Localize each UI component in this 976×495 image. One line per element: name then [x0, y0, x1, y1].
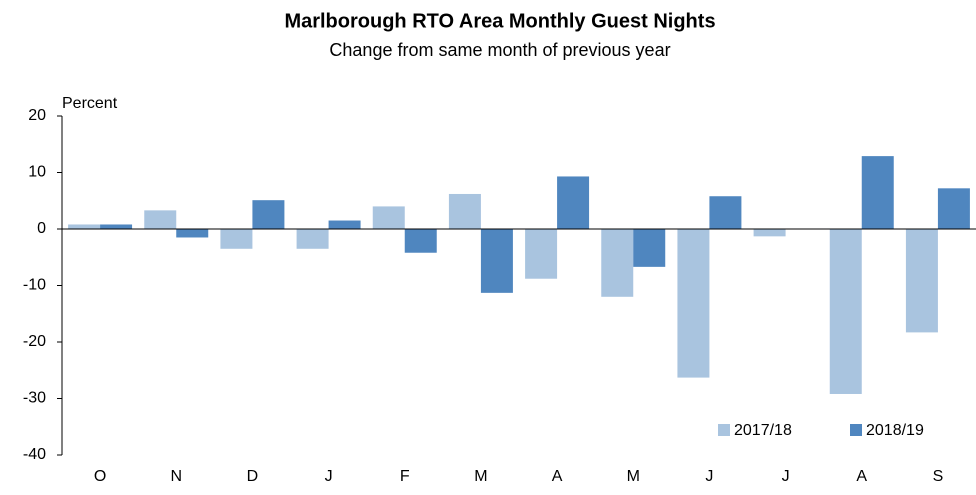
bar	[480, 229, 513, 293]
bar	[328, 220, 361, 229]
bar	[677, 229, 710, 378]
bar	[753, 229, 786, 237]
x-tick-label: J	[325, 468, 333, 485]
bar	[448, 193, 481, 229]
bar	[601, 229, 634, 297]
bar	[220, 229, 253, 249]
bar	[144, 210, 177, 229]
bar	[100, 224, 133, 229]
x-tick-label: M	[627, 468, 640, 485]
y-tick-label: -30	[23, 390, 46, 407]
y-tick-label: -20	[23, 333, 46, 350]
y-tick-label: -10	[23, 277, 46, 294]
x-tick-label: D	[247, 468, 259, 485]
y-tick-label: 0	[37, 220, 46, 237]
y-tick-label: 10	[28, 164, 46, 181]
x-tick-label: M	[474, 468, 487, 485]
legend-label: 2017/18	[734, 422, 792, 439]
chart-subtitle: Change from same month of previous year	[329, 40, 670, 60]
bar	[372, 206, 405, 229]
x-tick-label: A	[856, 468, 867, 485]
bar	[937, 188, 970, 229]
legend-swatch	[850, 424, 862, 436]
bar	[829, 229, 862, 394]
x-tick-label: J	[782, 468, 790, 485]
x-tick-label: O	[94, 468, 106, 485]
bar	[296, 229, 329, 249]
chart-title: Marlborough RTO Area Monthly Guest Night…	[284, 10, 715, 32]
bar	[709, 196, 742, 229]
y-axis-label: Percent	[62, 95, 118, 112]
x-tick-label: S	[933, 468, 944, 485]
y-tick-label: 20	[28, 107, 46, 124]
bar	[525, 229, 558, 279]
bar	[68, 224, 101, 229]
bar	[905, 229, 938, 333]
bar	[557, 176, 590, 229]
bar	[633, 229, 666, 267]
y-tick-label: -40	[23, 446, 46, 463]
legend-label: 2018/19	[866, 422, 924, 439]
bar	[404, 229, 437, 253]
bar	[252, 200, 285, 229]
x-tick-label: A	[552, 468, 563, 485]
bar	[176, 229, 209, 238]
x-tick-label: N	[170, 468, 182, 485]
x-tick-label: F	[400, 468, 410, 485]
legend-swatch	[718, 424, 730, 436]
x-tick-label: J	[705, 468, 713, 485]
bar	[861, 156, 894, 229]
